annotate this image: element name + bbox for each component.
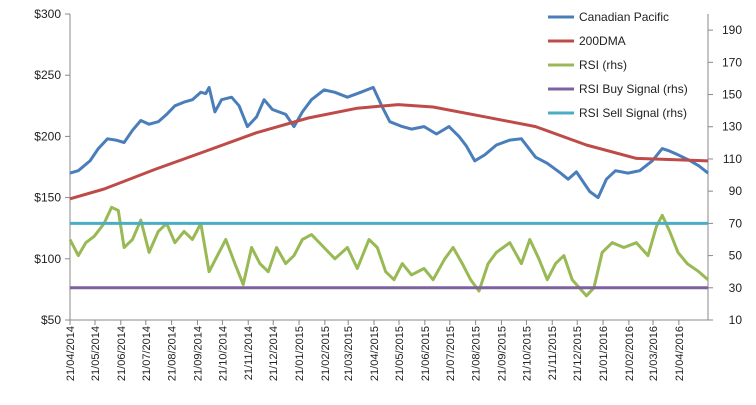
legend-label-rsi-rhs: RSI (rhs): [579, 58, 627, 72]
series-line-rsi-rhs: [68, 205, 709, 298]
x-tick-label: 21/02/2015: [320, 326, 332, 381]
x-tick-label: 21/01/2016: [598, 326, 610, 381]
y-right-tick-label: 130: [722, 120, 742, 134]
legend-label-rsi-buy-signal-rhs: RSI Buy Signal (rhs): [579, 82, 688, 96]
y-left-tick-label: $100: [34, 252, 61, 266]
series-line-200dma: [69, 103, 709, 201]
x-tick-label: 21/04/2014: [65, 326, 77, 381]
legend-label-canadian-pacific: Canadian Pacific: [579, 10, 669, 24]
x-tick-label: 21/02/2016: [624, 326, 636, 381]
y-right-tick-label: 90: [729, 184, 743, 198]
y-left-tick-label: $200: [34, 129, 61, 143]
x-tick-label: 21/04/2016: [674, 326, 686, 381]
y-left-tick-label: $300: [34, 7, 61, 21]
x-tick-label: 21/01/2015: [294, 326, 306, 381]
y-right-tick-label: 170: [722, 55, 742, 69]
x-tick-label: 21/12/2014: [268, 326, 280, 381]
x-tick-label: 21/07/2015: [445, 326, 457, 381]
y-right-tick-label: 50: [729, 249, 743, 263]
x-tick-label: 21/06/2015: [420, 326, 432, 381]
x-tick-label: 21/11/2014: [243, 326, 255, 380]
y-left-tick-label: $150: [34, 191, 61, 205]
x-tick-label: 21/06/2014: [116, 326, 128, 381]
x-tick-label: 21/12/2015: [572, 326, 584, 381]
x-tick-label: 21/09/2015: [496, 326, 508, 381]
series-layer: [68, 85, 709, 298]
y-right-tick-label: 10: [729, 313, 743, 327]
x-tick-label: 21/05/2015: [394, 326, 406, 381]
x-tick-label: 21/10/2014: [217, 326, 229, 381]
x-tick-label: 21/07/2014: [141, 326, 153, 381]
series-line-canadian-pacific: [69, 85, 709, 200]
legend-label-200dma: 200DMA: [579, 34, 626, 48]
y-right-tick-label: 190: [722, 23, 742, 37]
x-tick-label: 21/03/2016: [648, 326, 660, 381]
x-tick-label: 21/09/2014: [192, 326, 204, 381]
axes: $50 $100 $150 $200 $250 $300 10 30 50 70 90 110 130 1…: [34, 7, 742, 381]
y-right-tick-label: 150: [722, 88, 742, 102]
legend: Canadian Pacific 200DMA RSI (rhs) RSI Buy S…: [548, 10, 688, 120]
x-tick-label: 21/08/2014: [167, 326, 179, 381]
x-tick-label: 21/04/2015: [369, 326, 381, 381]
x-tick-label: 21/05/2014: [90, 326, 102, 381]
x-tick-label: 21/11/2015: [547, 326, 559, 380]
y-right-tick-label: 30: [729, 281, 743, 295]
y-right-tick-label: 70: [729, 216, 743, 230]
y-right-tick-label: 110: [723, 152, 742, 166]
x-tick-label: 21/10/2015: [521, 326, 533, 381]
y-left-tick-label: $50: [41, 313, 61, 327]
x-tick-label: 21/03/2015: [343, 326, 355, 381]
x-tick-label: 21/08/2015: [471, 326, 483, 381]
legend-label-rsi-sell-signal-rhs: RSI Sell Signal (rhs): [579, 106, 687, 120]
y-left-tick-label: $250: [34, 68, 61, 82]
